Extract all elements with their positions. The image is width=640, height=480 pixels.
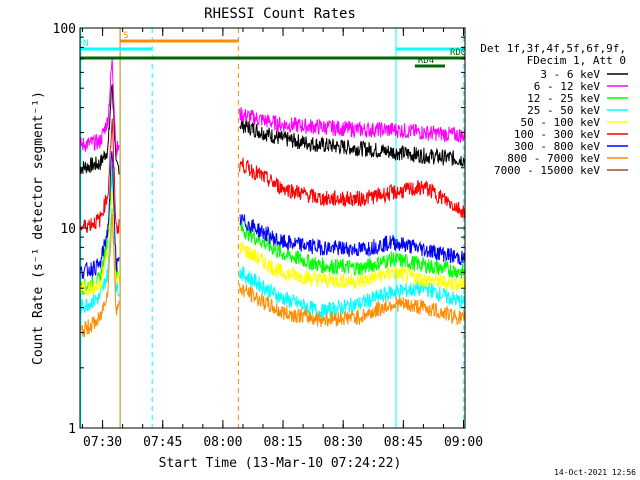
flag-label-1: N — [83, 39, 88, 49]
chart-title: RHESSI Count Rates — [204, 6, 356, 22]
legend-label-3: 25 - 50 keV — [527, 104, 600, 117]
series-line-2 — [79, 164, 466, 295]
legend-header-1: FDecim 1, Att 0 — [527, 54, 626, 67]
legend-label-1: 6 - 12 keV — [534, 80, 601, 93]
legend-label-6: 300 - 800 keV — [514, 140, 600, 153]
footer-timestamp: 14-Oct-2021 12:56 — [554, 468, 636, 477]
y-axis-label: Count Rate (s⁻¹ detector segment⁻¹) — [31, 91, 46, 365]
x-axis: 07:30 07:45 08:00 08:15 08:30 08:45 09:00 — [82, 28, 483, 450]
x-tick-label-0: 07:30 — [83, 435, 122, 450]
x-tick-label-3: 08:15 — [263, 435, 302, 450]
series-line-5 — [79, 118, 466, 235]
x-tick-label-2: 08:00 — [203, 435, 242, 450]
legend: Det 1f,3f,4f,5f,6f,9f,FDecim 1, Att 03 -… — [480, 42, 628, 177]
legend-label-0: 3 - 6 keV — [540, 68, 600, 81]
legend-label-8: 7000 - 15000 keV — [494, 164, 600, 177]
plot-frame — [79, 27, 466, 429]
flag-label-0: S — [123, 31, 128, 41]
flag-label-5: RD4 — [418, 56, 434, 66]
series-line-1 — [79, 58, 466, 157]
legend-label-4: 50 - 100 keV — [521, 116, 601, 129]
x-axis-label: Start Time (13-Mar-10 07:24:22) — [159, 456, 402, 471]
series-line-6 — [79, 151, 466, 279]
legend-label-2: 12 - 25 keV — [527, 92, 600, 105]
vertical-markers — [80, 28, 465, 428]
flag-label-4: RD0 — [450, 48, 466, 58]
series-line-4 — [79, 189, 466, 297]
legend-header-0: Det 1f,3f,4f,5f,6f,9f, — [480, 42, 626, 55]
y-axis: 1 10 100 — [53, 22, 465, 437]
x-tick-label-1: 07:45 — [143, 435, 182, 450]
series-line-0 — [79, 84, 466, 175]
legend-label-7: 800 - 7000 keV — [507, 152, 600, 165]
legend-label-5: 100 - 300 keV — [514, 128, 600, 141]
series-line-7 — [79, 213, 466, 338]
x-tick-label-6: 09:00 — [444, 435, 483, 450]
x-tick-label-4: 08:30 — [324, 435, 363, 450]
x-tick-label-5: 08:45 — [384, 435, 423, 450]
y-tick-label-2: 100 — [53, 22, 76, 37]
y-tick-label-1: 10 — [60, 222, 76, 237]
y-tick-label-0: 1 — [68, 422, 76, 437]
series-lines — [79, 58, 466, 338]
flag-bars: S N RD0 RD4 — [80, 31, 466, 68]
